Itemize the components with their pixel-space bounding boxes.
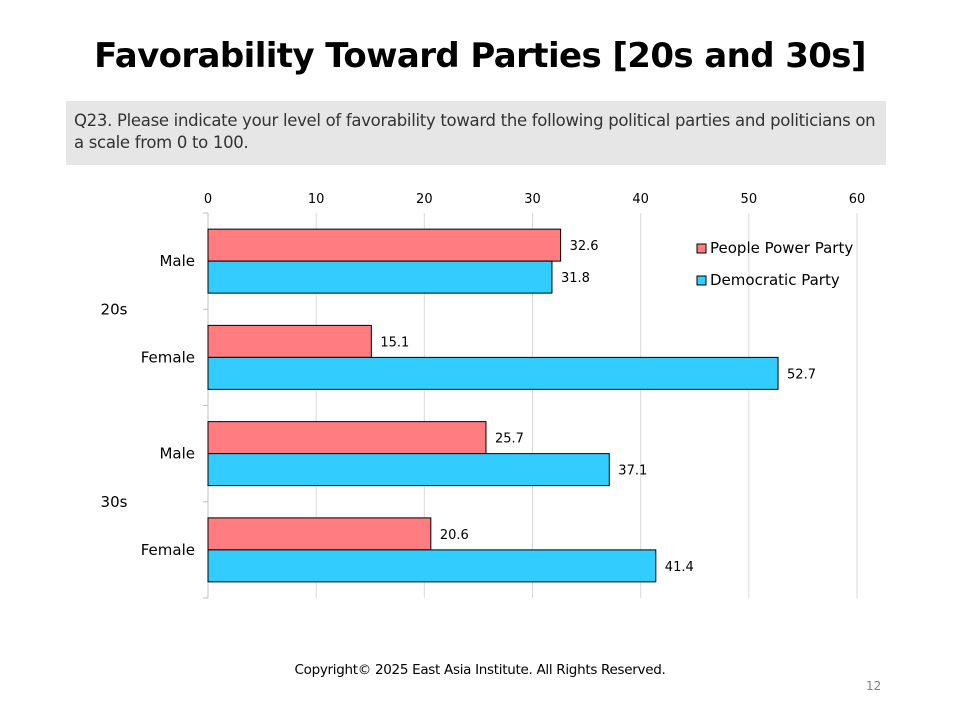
bar: [207, 421, 487, 455]
legend-label: Democratic Party: [710, 271, 840, 289]
page-title: Favorability Toward Parties [20s and 30s…: [94, 36, 866, 76]
x-tick-label: 0: [204, 192, 212, 207]
page-number: 12: [866, 679, 882, 693]
bar: [207, 228, 562, 262]
bar: [207, 324, 372, 358]
data-label: 32.6: [570, 239, 599, 254]
bar: [207, 549, 657, 583]
bar: [207, 260, 553, 294]
data-label: 25.7: [495, 432, 524, 447]
category-label: Male: [159, 252, 195, 270]
bar: [207, 453, 610, 487]
group-label: 30s: [101, 493, 128, 511]
copyright-text: Copyright© 2025 East Asia Institute. All…: [294, 662, 666, 678]
legend-swatch: [696, 275, 707, 286]
category-label: Female: [141, 541, 195, 559]
x-tick-label: 20: [416, 192, 433, 207]
data-label: 37.1: [618, 464, 647, 479]
bar: [207, 517, 432, 551]
group-label: 20s: [101, 300, 128, 318]
data-label: 20.6: [440, 528, 469, 543]
category-label: Female: [141, 348, 195, 366]
x-tick-label: 50: [741, 192, 758, 207]
data-label: 41.4: [665, 560, 694, 575]
data-label: 31.8: [561, 271, 590, 286]
question-text: Q23. Please indicate your level of favor…: [66, 101, 886, 165]
legend-swatch: [696, 243, 707, 254]
data-label: 52.7: [787, 367, 816, 382]
x-tick-label: 40: [632, 192, 649, 207]
legend-label: People Power Party: [710, 239, 853, 257]
bar: [207, 356, 779, 390]
x-tick-label: 10: [308, 192, 325, 207]
data-label: 15.1: [380, 335, 409, 350]
category-label: Male: [159, 445, 195, 463]
x-tick-label: 60: [849, 192, 866, 207]
x-tick-label: 30: [524, 192, 541, 207]
